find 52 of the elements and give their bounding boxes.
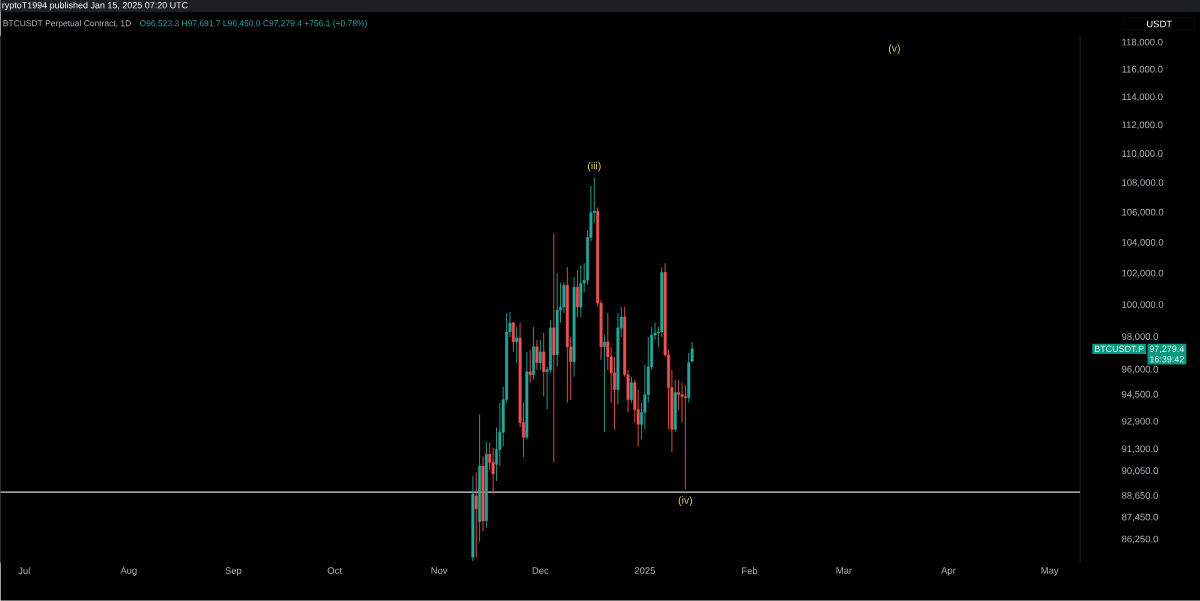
candlestick — [629, 376, 633, 404]
candlestick — [474, 471, 478, 558]
annotation: (v) — [888, 44, 900, 55]
x-tick-label: Dec — [532, 567, 549, 574]
candlestick — [535, 339, 539, 371]
chart-title: BTCUSDT Perpetual Contract, 1D — [3, 20, 131, 29]
y-tick-label: 114,000.0 — [1122, 93, 1163, 102]
x-tick-label: Nov — [431, 567, 448, 574]
candlestick — [575, 269, 579, 318]
candlestick — [683, 384, 687, 490]
y-tick-label: 108,000.0 — [1122, 179, 1164, 188]
candlestick — [528, 349, 532, 384]
y-tick-label: 112,000.0 — [1122, 121, 1163, 130]
y-tick-label: 92,900.0 — [1122, 418, 1159, 426]
y-tick-label: 86,250.0 — [1121, 535, 1159, 544]
x-tick-label: Jul — [18, 567, 30, 575]
annotation: (iii) — [587, 161, 601, 172]
text: 97,279.4 — [1149, 345, 1185, 354]
y-tick-label: 91,300.0 — [1122, 445, 1159, 454]
x-tick-label: Feb — [742, 567, 758, 575]
candlestick — [538, 339, 542, 371]
x-tick-label: May — [1041, 567, 1059, 576]
text: BTCUSDT.P — [1094, 345, 1144, 353]
chart-subtitle: O96,523.3 H97,691.7 L96,450.0 C97,279.4 +756.1 (+0.78%) — [140, 20, 367, 29]
candlestick — [602, 334, 606, 433]
y-tick-label: 110,000.0 — [1122, 150, 1163, 159]
y-tick-label: 96,000.0 — [1122, 366, 1159, 374]
y-tick-label: 116,000.0 — [1122, 66, 1163, 74]
y-tick-label: 98,000.0 — [1122, 333, 1159, 342]
candlestick — [579, 265, 583, 318]
annotation: (iv) — [678, 496, 692, 507]
x-tick-label: Oct — [327, 567, 342, 575]
y-tick-label: 118,000.0 — [1122, 38, 1163, 47]
x-tick-label: Sep — [225, 567, 242, 576]
x-tick-label: 2025 — [634, 567, 656, 575]
y-tick-label: 102,000.0 — [1122, 269, 1164, 278]
y-tick-label: 90,050.0 — [1122, 467, 1159, 476]
y-tick-label: 106,000.0 — [1122, 208, 1164, 217]
x-tick-label: Aug — [120, 567, 137, 576]
y-tick-label: 87,450.0 — [1121, 513, 1159, 522]
text: 16:39:42 — [1150, 356, 1184, 363]
candlestick — [515, 326, 519, 364]
y-axis-title: USDT — [1147, 20, 1172, 28]
candlestick — [511, 321, 515, 353]
text: ryptoT1994 published Jan 15, 2025 07:20 UTC — [2, 1, 188, 11]
candlestick — [542, 332, 546, 398]
x-tick-label: Apr — [941, 567, 956, 576]
y-tick-label: 100,000.0 — [1122, 301, 1164, 310]
y-tick-label: 104,000.0 — [1122, 239, 1164, 247]
x-tick-label: Mar — [836, 567, 852, 574]
y-tick-label: 94,500.0 — [1122, 390, 1159, 399]
y-tick-label: 88,650.0 — [1121, 492, 1159, 501]
